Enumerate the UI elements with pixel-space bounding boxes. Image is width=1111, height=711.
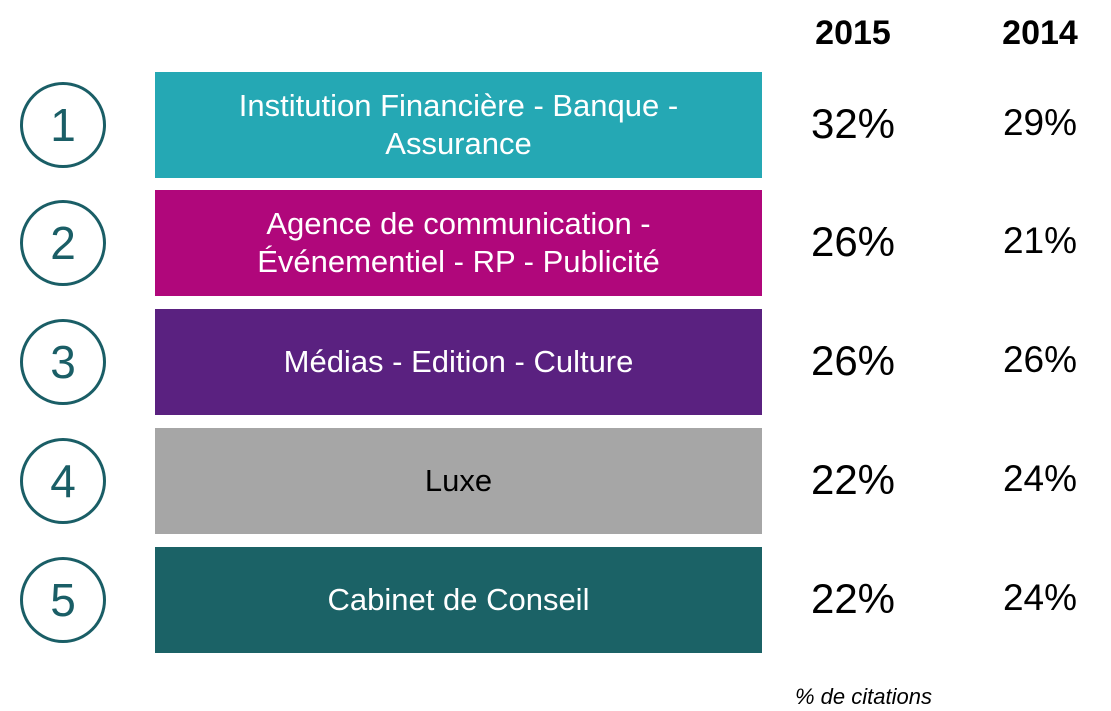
rank-circle: 4 bbox=[20, 438, 106, 524]
sector-box: Agence de communication - Événementiel - … bbox=[155, 190, 762, 296]
value-2014: 24% bbox=[1002, 458, 1078, 499]
value-2014: 26% bbox=[1002, 339, 1078, 380]
value-2015: 26% bbox=[810, 337, 896, 384]
value-2015: 26% bbox=[810, 218, 896, 265]
value-2015: 22% bbox=[810, 456, 896, 503]
column-header: 2014 bbox=[1002, 14, 1078, 52]
column-header: 2015 bbox=[815, 14, 891, 52]
rank-circle: 1 bbox=[20, 82, 106, 168]
rank-circle: 3 bbox=[20, 319, 106, 405]
value-2015: 32% bbox=[810, 100, 896, 147]
footnote: % de citations bbox=[795, 684, 932, 709]
sector-label: Événementiel - RP - Publicité bbox=[257, 244, 660, 279]
sector-box: Luxe bbox=[155, 428, 762, 534]
rank-circle: 2 bbox=[20, 200, 106, 286]
sector-label: Agence de communication - bbox=[266, 206, 651, 241]
value-2014: 24% bbox=[1002, 577, 1078, 618]
value-2014: 29% bbox=[1002, 102, 1078, 143]
sector-label: Institution Financière - Banque - bbox=[238, 88, 679, 123]
value-2015: 22% bbox=[810, 575, 896, 622]
value-2014: 21% bbox=[1002, 220, 1078, 261]
sector-box: Institution Financière - Banque - Assuran… bbox=[155, 72, 762, 178]
sector-box: Médias - Edition - Culture bbox=[155, 309, 762, 415]
sector-box: Cabinet de Conseil bbox=[155, 547, 762, 653]
sector-label: Cabinet de Conseil bbox=[327, 582, 590, 617]
sector-label: Luxe bbox=[424, 463, 493, 498]
sector-label: Médias - Edition - Culture bbox=[283, 344, 634, 379]
rank-circle: 5 bbox=[20, 557, 106, 643]
sector-label: Assurance bbox=[385, 126, 532, 161]
